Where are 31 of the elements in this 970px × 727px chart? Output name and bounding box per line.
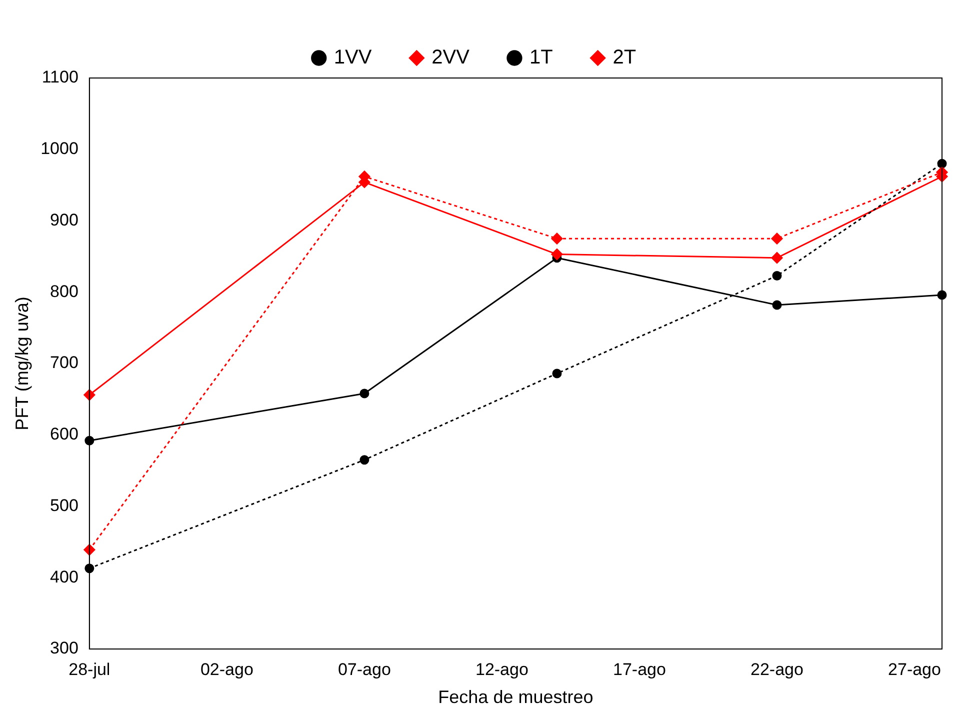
y-tick-label: 1000 [40, 139, 78, 158]
x-tick-label: 17-ago [613, 660, 666, 679]
x-tick-label: 07-ago [338, 660, 391, 679]
point [551, 232, 563, 244]
y-tick-label: 800 [50, 282, 78, 301]
legend-label: 2T [612, 46, 636, 69]
point [552, 368, 562, 378]
y-tick-label: 400 [50, 567, 78, 586]
point [772, 270, 782, 280]
y-tick-label: 900 [50, 210, 78, 230]
point [771, 252, 783, 264]
y-tick-label: 500 [50, 496, 78, 515]
x-tick-label: 02-ago [200, 660, 254, 679]
point [551, 248, 563, 260]
y-axis-title: PFT (mg/kg uva) [12, 296, 32, 430]
x-axis-title: Fecha de muestreo [438, 687, 594, 708]
y-tick-label: 300 [50, 638, 78, 658]
legend-label: 1VV [334, 46, 372, 69]
y-tick-label: 1100 [42, 68, 78, 87]
legend-label: 1T [529, 46, 553, 69]
x-tick-label: 12-ago [475, 660, 528, 679]
x-tick-label: 28-jul [68, 660, 110, 679]
y-tick-label: 600 [50, 424, 78, 444]
y-tick-label: 700 [50, 353, 78, 372]
point [360, 388, 370, 398]
legend-label: 2VV [432, 46, 470, 69]
x-tick-label: 22-ago [750, 660, 804, 679]
x-tick-label: 27-ago [888, 660, 941, 679]
point [772, 300, 782, 310]
point [360, 455, 370, 465]
point [771, 232, 783, 244]
